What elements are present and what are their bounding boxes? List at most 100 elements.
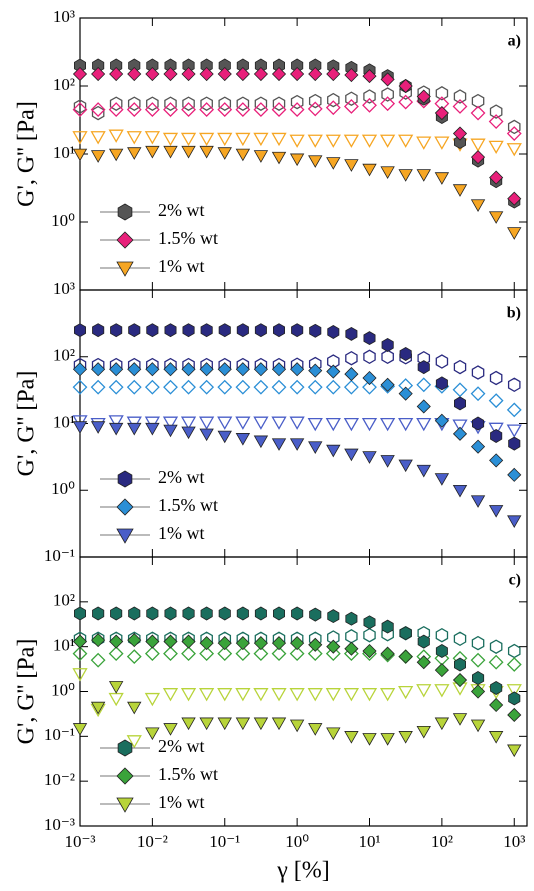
legend-label: 1.5% wt — [158, 495, 218, 515]
marker — [327, 92, 340, 108]
marker — [380, 733, 395, 746]
marker — [362, 163, 377, 177]
x-tick-label: 10⁻¹ — [209, 832, 240, 851]
marker — [362, 643, 377, 659]
series — [72, 421, 522, 528]
marker — [452, 419, 468, 433]
marker — [145, 66, 160, 82]
marker — [488, 393, 504, 409]
marker — [398, 459, 413, 473]
marker — [308, 66, 323, 82]
series — [72, 66, 522, 206]
marker — [380, 377, 395, 392]
marker — [416, 655, 431, 670]
marker — [398, 386, 413, 401]
y-axis-label: G', G'' [Pa] — [14, 639, 40, 745]
marker — [361, 688, 378, 702]
marker — [398, 685, 414, 700]
marker — [361, 134, 378, 148]
marker — [470, 439, 486, 454]
marker — [164, 606, 177, 621]
marker — [108, 422, 124, 436]
marker — [236, 606, 249, 621]
marker — [488, 654, 504, 670]
marker — [126, 735, 142, 749]
marker — [506, 143, 522, 157]
legend-label: 1% wt — [158, 256, 205, 276]
y-tick-label: 10⁻¹ — [44, 725, 75, 744]
y-axis-label: G', G'' [Pa] — [14, 371, 40, 477]
marker — [325, 688, 341, 702]
marker — [235, 636, 250, 651]
marker — [163, 379, 178, 395]
marker — [472, 416, 485, 431]
marker — [417, 634, 430, 649]
marker — [108, 646, 124, 662]
marker — [91, 633, 106, 648]
marker — [236, 96, 250, 111]
marker — [325, 379, 341, 395]
legend-label: 1.5% wt — [158, 228, 218, 248]
marker — [470, 105, 486, 121]
marker — [343, 99, 359, 114]
marker — [470, 150, 486, 165]
marker — [273, 606, 285, 621]
marker — [472, 671, 485, 685]
legend-marker — [117, 203, 133, 221]
marker — [398, 169, 413, 182]
marker — [253, 646, 269, 662]
marker — [307, 688, 323, 702]
marker — [235, 688, 251, 702]
marker — [199, 362, 214, 377]
panel-label: b) — [507, 305, 521, 322]
marker — [398, 94, 414, 110]
marker — [90, 102, 106, 118]
marker — [363, 89, 376, 104]
series — [74, 606, 521, 706]
marker — [488, 140, 504, 155]
marker — [144, 102, 160, 118]
marker — [235, 66, 250, 82]
marker — [416, 417, 432, 432]
marker — [291, 323, 304, 338]
marker — [471, 365, 485, 380]
marker — [217, 66, 232, 82]
marker — [90, 150, 106, 163]
marker — [308, 441, 323, 454]
marker — [507, 744, 522, 758]
x-tick-label: 10⁻² — [137, 832, 168, 851]
marker — [271, 717, 287, 731]
marker — [144, 646, 160, 662]
marker — [508, 436, 521, 451]
marker — [362, 451, 377, 464]
marker — [218, 323, 231, 338]
marker — [435, 627, 449, 643]
legend-label: 1% wt — [158, 523, 205, 543]
marker — [434, 136, 450, 150]
marker — [307, 134, 323, 148]
marker — [181, 102, 196, 118]
y-tick-label: 10² — [53, 591, 75, 610]
marker — [145, 422, 160, 436]
plot-frame — [79, 556, 528, 827]
series — [72, 145, 522, 240]
marker — [127, 633, 142, 648]
marker — [199, 688, 215, 702]
marker — [126, 649, 142, 665]
marker — [126, 131, 142, 145]
marker — [144, 416, 160, 430]
y-tick-label: 10¹ — [53, 412, 75, 431]
marker — [199, 646, 215, 662]
marker — [344, 159, 359, 172]
marker — [309, 607, 322, 622]
marker — [452, 484, 468, 498]
marker — [127, 96, 141, 111]
marker — [217, 379, 233, 395]
marker — [381, 349, 394, 365]
marker — [506, 424, 522, 438]
y-tick-label: 10⁻² — [44, 770, 75, 789]
marker — [343, 688, 360, 702]
marker — [452, 713, 468, 726]
marker — [145, 727, 160, 741]
marker — [217, 416, 233, 430]
